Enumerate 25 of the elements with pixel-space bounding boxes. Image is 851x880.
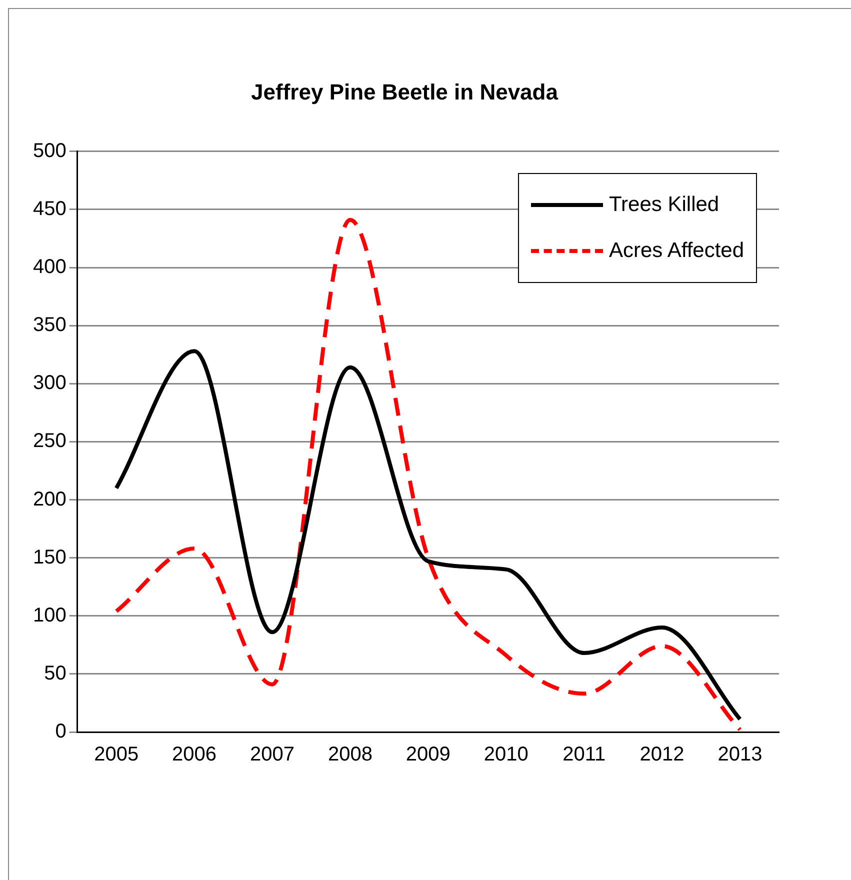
y-tick-label: 500 (32, 140, 66, 162)
line-series (114, 218, 742, 732)
y-tick-label: 450 (32, 198, 66, 220)
y-tick-label: 0 (55, 720, 66, 743)
x-tick-label: 2006 (172, 744, 217, 766)
y-tick-label: 300 (32, 372, 66, 394)
legend-label: Trees Killed (609, 193, 720, 218)
line-series (114, 349, 742, 722)
x-tick-label: 2007 (250, 744, 295, 766)
y-tick-label: 150 (32, 546, 66, 568)
x-tick-label: 2011 (562, 744, 606, 766)
x-tick-label: 2010 (484, 744, 528, 766)
y-tick-label: 100 (32, 604, 66, 626)
legend-label: Acres Affected (609, 239, 744, 264)
y-tick-label: 200 (32, 488, 66, 510)
x-tick-label: 2008 (328, 744, 372, 766)
y-tick-label: 350 (32, 314, 66, 336)
y-tick-label: 50 (44, 662, 66, 684)
x-tick-label: 2005 (94, 744, 139, 766)
x-tick-label: 2012 (640, 744, 684, 766)
x-tick-label: 2013 (718, 744, 762, 766)
chart-title: Jeffrey Pine Beetle in Nevada (251, 79, 559, 104)
x-tick-label: 2009 (406, 744, 450, 766)
y-tick-label: 400 (32, 256, 66, 278)
y-tick-label: 250 (32, 430, 66, 452)
